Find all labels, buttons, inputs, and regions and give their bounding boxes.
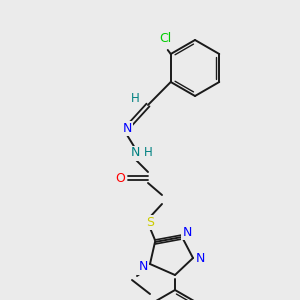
Text: H: H xyxy=(130,92,140,106)
Text: N: N xyxy=(182,226,192,238)
Text: H: H xyxy=(144,146,152,160)
Text: N: N xyxy=(138,260,148,274)
Text: O: O xyxy=(115,172,125,184)
Text: N: N xyxy=(130,146,140,160)
Text: S: S xyxy=(146,215,154,229)
Text: N: N xyxy=(195,251,205,265)
Text: N: N xyxy=(122,122,132,134)
Text: Cl: Cl xyxy=(160,32,172,44)
